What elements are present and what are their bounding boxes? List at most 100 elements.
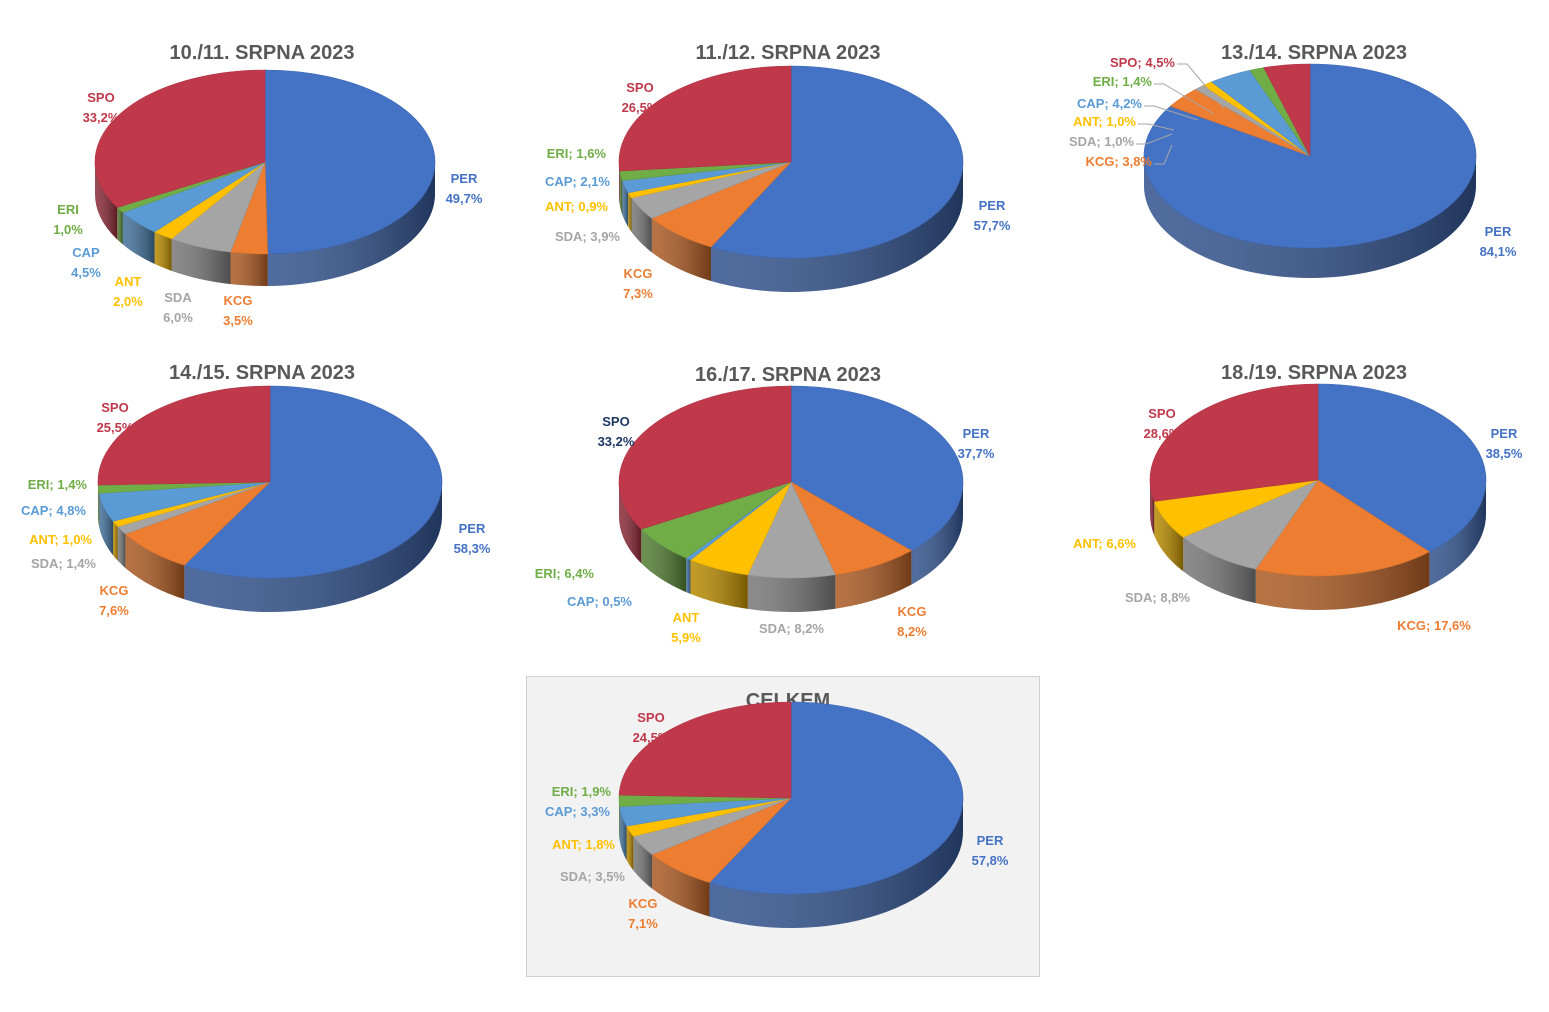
pie-svg: PER 49,7% KCG 3,5% SDA 6,0% ANT 2,0% CAP 4,5% ERI 1… — [53, 69, 483, 328]
pie-slice-spo — [618, 385, 792, 530]
data-label-kcg: KCG; 3,8% — [1086, 154, 1153, 169]
chart-title: 10./11. SRPNA 2023 — [169, 42, 355, 64]
data-label-eri: ERI 1,0% — [53, 202, 83, 237]
pie-svg: PER 58,3% KCG 7,6%SDA; 1,4% ANT; 1,0% CAP; 4,… — [21, 385, 491, 618]
pie-side-shading — [154, 231, 172, 271]
pie-svg: PER 38,5% KCG; 17,6% SDA; 8,8% ANT; 6,6% SPO 2… — [1073, 383, 1523, 633]
pie-top — [1149, 383, 1487, 577]
pie-slice-per — [710, 65, 964, 259]
pie-top — [94, 69, 436, 255]
pie-slice-per — [790, 385, 964, 551]
leader-line-kcg — [1154, 144, 1173, 165]
data-label-kcg: KCG; 17,6% — [1397, 618, 1471, 633]
pie-side-shading — [1255, 551, 1430, 610]
pie-slice-spo — [94, 69, 266, 208]
pie-side-shading — [117, 207, 123, 245]
data-label-ant: ANT 5,9% — [671, 610, 701, 645]
data-label-per: PER 58,3% — [454, 521, 491, 556]
pie-chart-total: CELKEM PER 57,8% KCG 7,1% SDA; 3,5% ANT; 1,8%… — [545, 690, 1009, 970]
data-labels: PER 37,7% KCG 8,2% SDA; 8,2% ANT 5,9% CAP; 0,5%… — [535, 414, 995, 645]
pie-svg: PER 57,7% KCG 7,3% SDA; 3,9% ANT; 0,9% CAP; 2,… — [545, 65, 1011, 301]
pie-side-shading — [631, 197, 652, 253]
pie-side-shading — [1150, 480, 1155, 536]
data-label-spo: SPO 25,5% — [97, 400, 134, 435]
data-label-ant: ANT; 1,0% — [29, 532, 92, 547]
data-label-eri: ERI; 1,4% — [1093, 74, 1153, 89]
data-label-per: PER 57,8% — [972, 833, 1009, 868]
pie-sides — [1150, 480, 1486, 610]
pie-side-shading — [633, 836, 653, 889]
pie-sides — [98, 482, 442, 612]
data-label-ant: ANT; 6,6% — [1073, 536, 1136, 551]
pie-side-shading — [686, 558, 691, 594]
pie-slice-spo — [1149, 383, 1319, 502]
data-label-ant: ANT 2,0% — [113, 274, 143, 309]
data-label-eri: ERI; 1,6% — [547, 146, 607, 161]
pie-slice-kcg — [790, 481, 912, 576]
pie-slice-kcg — [1255, 479, 1431, 577]
pie-chart-3: 13./14. SRPNA 2023 PER 84,1% KCG; 3,8% SDA;… — [1069, 40, 1517, 340]
pie-svg: PER 84,1% KCG; 3,8% SDA; 1,0% ANT; 1,0% CAP; … — [1069, 55, 1517, 278]
pie-slice-spo — [97, 385, 271, 486]
pie-chart-1: 10./11. SRPNA 2023 PER 49,7% KCG 3,5% SDA 6,0… — [53, 40, 483, 340]
pie-side-shading — [619, 162, 620, 206]
data-label-eri: ERI; 1,4% — [28, 477, 88, 492]
pie-top — [618, 701, 964, 895]
pie-slice-spo — [618, 65, 792, 172]
leader-line-sda — [1136, 133, 1173, 145]
pie-svg: PER 37,7% KCG 8,2% SDA; 8,2% ANT 5,9% CAP; 0,5%… — [535, 385, 995, 645]
pie-side-shading — [98, 485, 100, 528]
data-labels: PER 49,7% KCG 3,5% SDA 6,0% ANT 2,0% CAP 4,5% ERI 1… — [53, 90, 483, 328]
pie-side-shading — [1144, 156, 1476, 278]
pie-sides — [619, 162, 963, 292]
data-label-cap: CAP; 2,1% — [545, 174, 610, 189]
pie-side-shading — [125, 533, 185, 600]
leader-line-eri — [1154, 83, 1215, 115]
pie-side-shading — [747, 574, 836, 612]
data-label-eri: ERI; 1,9% — [552, 784, 612, 799]
data-label-spo: SPO 24,5% — [633, 710, 670, 745]
pie-side-shading — [619, 482, 642, 564]
pie-side-shading — [619, 798, 620, 841]
data-labels: PER 57,8% KCG 7,1%SDA; 3,5% ANT; 1,8% CAP; 3,… — [545, 710, 1009, 931]
pie-side-shading — [122, 212, 155, 264]
data-label-ant: ANT; 0,9% — [545, 199, 608, 214]
pie-chart-5: 16./17. SRPNA 2023 PER 37,7% KCG 8,2% SDA; 8… — [535, 360, 995, 660]
data-labels: PER 58,3% KCG 7,6%SDA; 1,4% ANT; 1,0% CAP; 4,… — [21, 400, 491, 618]
data-label-cap: CAP 4,5% — [71, 245, 101, 280]
data-label-spo: SPO 33,2% — [598, 414, 635, 449]
data-label-ant: ANT; 1,0% — [1073, 114, 1136, 129]
pie-side-shading — [622, 180, 629, 227]
pie-slice-per — [1317, 383, 1487, 553]
pie-side-shading — [184, 482, 442, 612]
pie-side-shading — [267, 162, 435, 286]
leader-line-spo — [1177, 63, 1225, 109]
pie-slice-sda — [747, 481, 836, 579]
chart-title: 18./19. SRPNA 2023 — [1220, 362, 1408, 384]
pie-side-shading — [1154, 501, 1184, 572]
pie-side-shading — [690, 559, 748, 609]
pie-side-shading — [626, 826, 634, 871]
pie-top — [97, 385, 443, 579]
data-labels: PER 38,5% KCG; 17,6% SDA; 8,8% ANT; 6,6% SPO 2… — [1073, 406, 1523, 633]
pie-chart-4: 14./15. SRPNA 2023 PER 58,3% KCG 7,6% SDA; 1… — [21, 360, 491, 660]
leader-line-cap — [1144, 105, 1199, 121]
pie-side-shading — [113, 521, 118, 561]
pie-svg: PER 57,8% KCG 7,1%SDA; 3,5% ANT; 1,8% CAP; 3,… — [545, 701, 1009, 931]
data-label-per: PER 49,7% — [446, 171, 483, 206]
data-label-cap: CAP; 3,3% — [545, 804, 610, 819]
data-label-kcg: KCG 3,5% — [223, 293, 253, 328]
pie-side-shading — [99, 493, 114, 556]
data-label-sda: SDA; 3,9% — [555, 229, 620, 244]
data-labels: PER 84,1% KCG; 3,8% SDA; 1,0% ANT; 1,0% CAP; … — [1069, 55, 1517, 259]
pie-side-shading — [628, 192, 632, 232]
pie-side-shading — [619, 806, 627, 861]
pie-side-shading — [117, 526, 126, 568]
data-label-per: PER 37,7% — [958, 426, 995, 461]
data-label-sda: SDA; 1,0% — [1069, 134, 1134, 149]
pie-sides — [1144, 156, 1476, 278]
leader-line-ant — [1138, 123, 1175, 131]
data-label-kcg: KCG 8,2% — [897, 604, 927, 639]
data-label-spo: SPO 26,5% — [622, 80, 659, 115]
data-label-per: PER 57,7% — [974, 198, 1011, 233]
